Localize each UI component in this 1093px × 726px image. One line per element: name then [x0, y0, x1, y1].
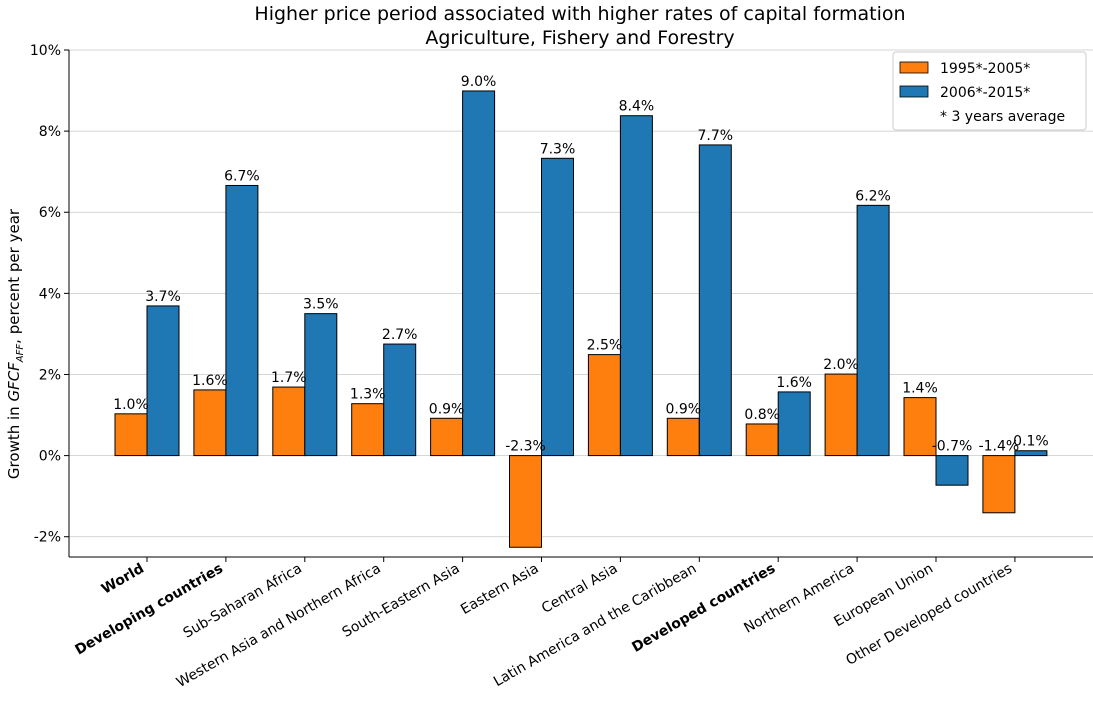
y-axis-label-suffix: , percent per year [5, 208, 23, 344]
data-label-1995-2005-western-asia-and-northern-africa: 1.3% [350, 387, 386, 403]
bar-2006-2015-central-asia [619, 115, 653, 457]
bar-1995-2005-developed-countries [745, 423, 779, 457]
bar-2006-2015-sub-saharan-africa [304, 313, 338, 457]
data-label-2006-2015-sub-saharan-africa: 3.5% [303, 297, 339, 313]
bar-1995-2005-south-eastern-asia [430, 417, 464, 457]
bar-1995-2005-world [114, 413, 148, 457]
data-label-2006-2015-western-asia-and-northern-africa: 2.7% [382, 327, 418, 343]
legend-swatch-2006-2015 [899, 85, 929, 98]
chart-subtitle: Agriculture, Fishery and Forestry [425, 27, 734, 49]
data-label-2006-2015-northern-america: 6.2% [855, 188, 891, 204]
y-axis-label-variable: GFCF [5, 362, 23, 402]
data-label-2006-2015-developed-countries: 1.6% [776, 375, 812, 391]
bar-1995-2005-developing-countries [193, 389, 227, 457]
legend-frame [892, 51, 1087, 131]
data-label-1995-2005-developed-countries: 0.8% [744, 407, 780, 423]
data-label-1995-2005-latin-america-and-the-caribbean: 0.9% [666, 401, 702, 417]
bar-2006-2015-northern-america [856, 204, 890, 457]
data-label-1995-2005-european-union: 1.4% [902, 381, 938, 397]
bar-2006-2015-developing-countries [225, 184, 259, 457]
bar-2006-2015-south-eastern-asia [462, 90, 496, 457]
y-axis-label: Growth in GFCFAFF, percent per year [5, 208, 26, 479]
data-label-1995-2005-world: 1.0% [113, 397, 149, 413]
data-label-2006-2015-central-asia: 8.4% [619, 99, 655, 115]
data-label-1995-2005-other-developed-countries: -1.4% [979, 439, 1020, 455]
bars [114, 90, 1048, 548]
bar-1995-2005-european-union [903, 397, 937, 457]
x-tick-label-eastern-asia: Eastern Asia [458, 561, 541, 618]
legend-swatch-1995-2005 [899, 61, 929, 74]
y-axis-label-prefix: Growth in [5, 402, 23, 480]
data-label-1995-2005-sub-saharan-africa: 1.7% [271, 370, 307, 386]
bar-2006-2015-world [146, 305, 180, 457]
y-tick-label: 10% [30, 43, 61, 59]
bar-2006-2015-latin-america-and-the-caribbean [698, 144, 732, 457]
bar-1995-2005-western-asia-and-northern-africa [351, 403, 385, 457]
x-tick-label-developing-countries: Developing countries [72, 561, 225, 659]
data-label-2006-2015-world: 3.7% [145, 289, 181, 305]
bar-2006-2015-eastern-asia [541, 157, 574, 457]
bar-2006-2015-european-union [935, 455, 969, 486]
chart-title: Higher price period associated with high… [254, 3, 905, 25]
bar-1995-2005-sub-saharan-africa [272, 386, 306, 457]
data-label-2006-2015-european-union: -0.7% [932, 439, 973, 455]
data-label-1995-2005-northern-america: 2.0% [823, 357, 859, 373]
data-label-1995-2005-eastern-asia: -2.3% [505, 439, 546, 455]
data-label-2006-2015-latin-america-and-the-caribbean: 7.7% [698, 128, 734, 144]
legend-label-2006-2015: 2006*-2015* [940, 85, 1030, 101]
legend-label-1995-2005: 1995*-2005* [940, 61, 1030, 77]
bar-2006-2015-other-developed-countries [1014, 450, 1048, 457]
bar-1995-2005-eastern-asia [509, 455, 542, 548]
y-tick-label: -2% [34, 530, 61, 546]
y-tick-label: 0% [39, 449, 61, 465]
bar-2006-2015-developed-countries [777, 391, 811, 457]
bar-2006-2015-western-asia-and-northern-africa [383, 343, 417, 457]
legend-note: * 3 years average [940, 109, 1065, 125]
legend: 1995*-2005* 2006*-2015* * 3 years averag… [892, 51, 1087, 131]
y-axis-label-subscript: AFF [15, 344, 26, 364]
bar-1995-2005-northern-america [824, 373, 858, 457]
y-tick-label: 6% [39, 205, 61, 221]
data-label-2006-2015-developing-countries: 6.7% [224, 168, 260, 184]
y-tick-label: 4% [39, 286, 61, 302]
data-label-1995-2005-central-asia: 2.5% [587, 338, 623, 354]
x-tick-label-developed-countries: Developed countries [629, 561, 778, 656]
data-label-2006-2015-eastern-asia: 7.3% [540, 141, 576, 157]
data-label-2006-2015-other-developed-countries: 0.1% [1013, 434, 1049, 450]
data-labels: 1.0% 3.7% 1.6% 6.7% 1.7% 3.5% 1.3% 2.7% 0.9% 9.0%… [113, 74, 1048, 455]
bar-1995-2005-latin-america-and-the-caribbean [666, 417, 700, 457]
data-label-1995-2005-developing-countries: 1.6% [192, 373, 228, 389]
y-tick-label: 8% [39, 124, 61, 140]
bar-1995-2005-central-asia [587, 354, 621, 457]
data-label-2006-2015-south-eastern-asia: 9.0% [461, 74, 497, 90]
data-label-1995-2005-south-eastern-asia: 0.9% [429, 401, 465, 417]
x-tick-label-world: World [99, 561, 147, 598]
y-tick-label: 2% [39, 367, 61, 383]
bar-1995-2005-other-developed-countries [982, 455, 1016, 514]
